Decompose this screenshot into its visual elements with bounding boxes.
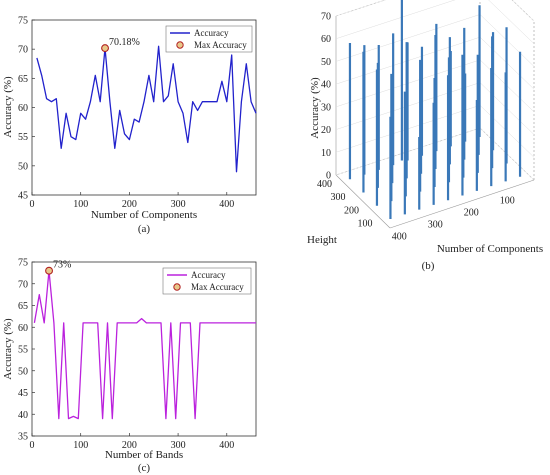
panel-a-caption: (a) [138, 223, 151, 235]
panel-a-series: 70.18% [36, 37, 257, 173]
panel-a-legend-accuracy: Accuracy [194, 28, 229, 38]
panel-a-ytick-label: 50 [18, 161, 28, 172]
panel-b-bars: 75.63% [348, 0, 522, 220]
panel-a-max-marker [101, 44, 109, 53]
panel-c-ytick-label: 70 [18, 279, 28, 290]
panel-c-legend-max: Max Accuracy [191, 282, 244, 292]
panel-a-xtick-label: 300 [171, 199, 186, 210]
panel-b: 010203040506070400300200100400300200100 … [307, 0, 543, 272]
panel-b-ztick-label: 70 [321, 12, 331, 23]
panel-b-z-gridline [335, 0, 386, 17]
panel-b-caption: (b) [422, 260, 435, 272]
panel-b-zlabel: Accuracy (%) [309, 77, 321, 139]
panel-a-ytick-label: 60 [18, 103, 28, 114]
panel-a-legend-max: Max Accuracy [194, 40, 247, 50]
panel-c-xtick-label: 0 [30, 440, 35, 451]
panel-a-ytick-label: 70 [18, 45, 28, 56]
panel-b-ztick-label: 60 [321, 34, 331, 45]
panel-b-z-gridline [511, 0, 535, 22]
panel-c-legend-accuracy: Accuracy [191, 270, 226, 280]
panel-b-component-tick-label: 400 [392, 232, 407, 243]
panel-b-height-label: Height [307, 234, 337, 246]
panel-c-ytick-label: 55 [18, 345, 28, 356]
panel-a-xtick-label: 400 [219, 199, 234, 210]
panel-b-xlabel: Number of Components [437, 243, 543, 255]
panel-a-ylabel: Accuracy (%) [2, 76, 14, 138]
panel-c-ylabel: Accuracy (%) [2, 318, 14, 380]
panel-b-height-tick-label: 100 [358, 219, 373, 230]
panel-b-ztick-label: 20 [321, 125, 331, 136]
panel-a-xlabel: Number of Components [91, 209, 197, 221]
panel-c-legend-marker-swatch [173, 283, 181, 291]
panel-c-xtick-label: 100 [73, 440, 88, 451]
panel-c-max-label: 73% [53, 260, 71, 271]
panel-c-xlabel: Number of Bands [105, 449, 183, 461]
panel-b-top-edge [335, 0, 386, 17]
panel-a-xtick-label: 0 [30, 199, 35, 210]
panel-c-ytick-label: 40 [18, 410, 28, 421]
panel-a-legend-marker-swatch [176, 41, 184, 49]
panel-c-legend: Accuracy Max Accuracy [162, 267, 252, 295]
panel-a-series-line [36, 45, 257, 173]
panel-b-height-tick-label: 200 [344, 205, 359, 216]
panel-b-z-gridline [335, 14, 481, 62]
panel-c-ytick-label: 50 [18, 366, 28, 377]
panel-c-series-line [33, 270, 256, 420]
panel-b-ztick-label: 30 [321, 102, 331, 113]
panel-a-ytick-label: 75 [18, 16, 28, 27]
panel-c-series: 73% [33, 260, 256, 420]
panel-c-xtick-label: 200 [122, 440, 137, 451]
panel-a-legend: Accuracy Max Accuracy [165, 25, 253, 53]
panel-b-ticks: 0 10 20 30 40 50 60 70 400 300 200 100 400 300 200 100 [317, 12, 515, 243]
panel-c-caption: (c) [138, 462, 151, 474]
panel-a-ticks: 0 100 200 300 400 45 50 55 60 65 70 75 [18, 16, 234, 211]
panel-b-component-tick-label: 100 [500, 196, 515, 207]
panel-b-ztick-label: 40 [321, 80, 331, 91]
panel-b-component-tick-label: 200 [464, 208, 479, 219]
panel-b-z-gridline [488, 0, 535, 44]
panel-c-ytick-label: 45 [18, 388, 28, 399]
panel-c-max-marker [45, 266, 53, 275]
panel-a-ytick-label: 55 [18, 132, 28, 143]
panel-b-height-tick-label: 300 [331, 192, 346, 203]
panel-b-ztick-label: 0 [326, 171, 331, 182]
panel-a-ytick-label: 65 [18, 74, 28, 85]
panel-b-height-tick-label: 400 [317, 179, 332, 190]
panel-b-floor-edge [335, 174, 391, 229]
panel-b-ztick-label: 10 [321, 148, 331, 159]
panel-c-ytick-label: 60 [18, 323, 28, 334]
panel-b-component-tick-label: 300 [428, 220, 443, 231]
panel-b-floor-edge [389, 179, 535, 229]
panel-c-ytick-label: 75 [18, 258, 28, 269]
panel-c-xtick-label: 400 [219, 440, 234, 451]
panel-a: 0 100 200 300 400 45 50 55 60 65 70 75 70.18% Numbe… [2, 16, 257, 235]
panel-a-ytick-label: 45 [18, 191, 28, 202]
panel-b-z-gridline [335, 0, 456, 39]
panel-a-max-label: 70.18% [109, 37, 140, 48]
panel-a-xtick-label: 200 [122, 199, 137, 210]
panel-b-ztick-label: 50 [321, 57, 331, 68]
panel-c: 0 100 200 300 400 35 40 45 50 55 60 65 70 75 73% Numb… [2, 258, 257, 474]
panel-c-ticks: 0 100 200 300 400 35 40 45 50 55 60 65 70 75 [18, 258, 234, 452]
panel-c-xtick-label: 300 [171, 440, 186, 451]
panel-c-ytick-label: 35 [18, 432, 28, 443]
panel-c-ytick-label: 65 [18, 301, 28, 312]
panel-a-xtick-label: 100 [73, 199, 88, 210]
